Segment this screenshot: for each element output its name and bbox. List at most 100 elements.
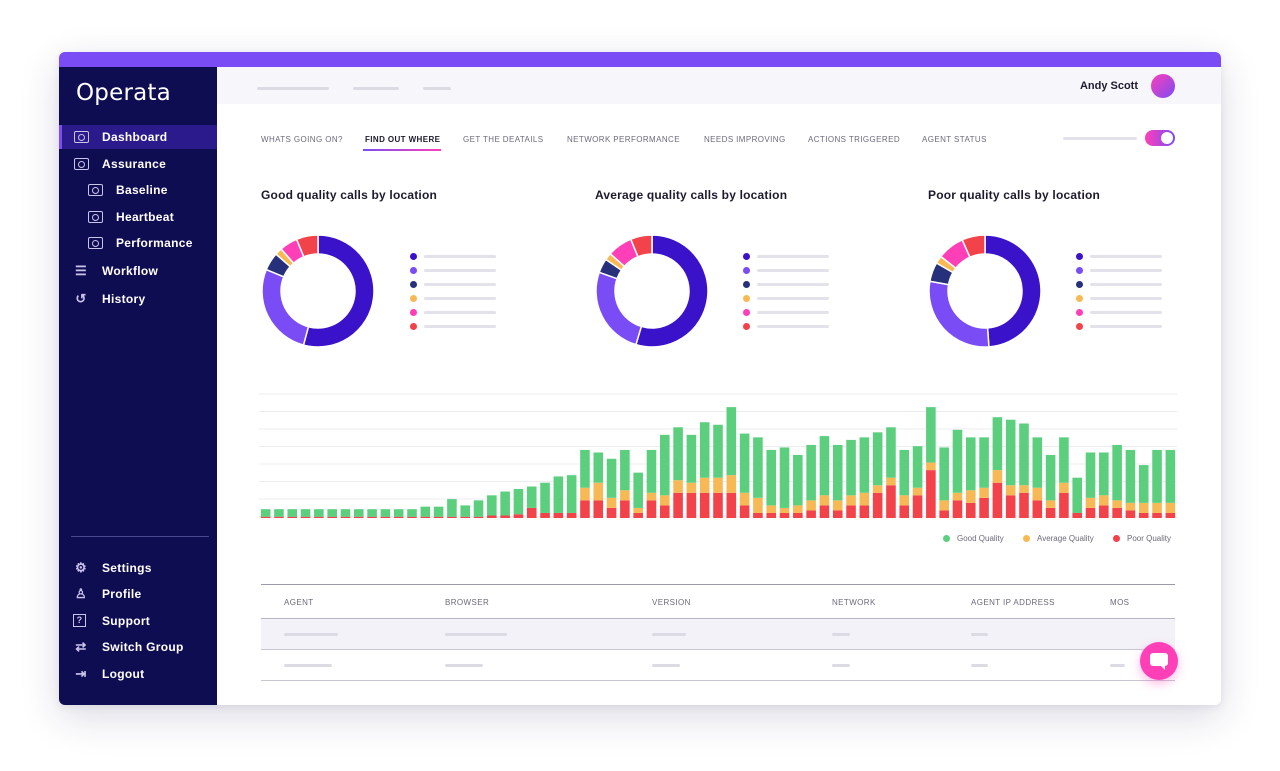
bar-segment-good[interactable] xyxy=(992,417,1003,471)
bar-segment-poor[interactable] xyxy=(620,500,630,518)
bar-segment-poor[interactable] xyxy=(353,516,364,518)
bar-segment-good[interactable] xyxy=(473,500,484,517)
bar-segment-poor[interactable] xyxy=(979,497,989,518)
bar-segment-poor[interactable] xyxy=(779,512,790,518)
bar-segment-average[interactable] xyxy=(713,477,723,493)
bar-segment-poor[interactable] xyxy=(766,512,777,518)
donut-slice[interactable] xyxy=(595,271,643,346)
legend-item[interactable] xyxy=(743,250,833,264)
sidebar-item-performance[interactable]: Performance xyxy=(59,231,217,255)
legend-item[interactable] xyxy=(743,292,833,306)
bar-segment-average[interactable] xyxy=(580,487,590,501)
bar-segment-good[interactable] xyxy=(766,449,777,506)
column-header-agent-ip[interactable]: AGENT IP ADDRESS xyxy=(971,598,1055,607)
legend-item[interactable] xyxy=(1076,320,1166,334)
tab-find-out-where[interactable]: FIND OUT WHERE xyxy=(365,135,441,144)
legend-item[interactable] xyxy=(1076,278,1166,292)
bar-segment-poor[interactable] xyxy=(367,516,377,518)
bar-segment-poor[interactable] xyxy=(500,515,510,518)
sidebar-item-dashboard[interactable]: Dashboard xyxy=(59,125,217,149)
sidebar-item-settings[interactable]: ⚙ Settings xyxy=(59,556,217,580)
bar-segment-average[interactable] xyxy=(1112,500,1122,508)
legend-item[interactable] xyxy=(1076,292,1166,306)
bar-segment-average[interactable] xyxy=(952,492,963,501)
bar-segment-poor[interactable] xyxy=(726,492,737,518)
sidebar-item-logout[interactable]: ⇥ Logout xyxy=(59,662,217,686)
bar-segment-good[interactable] xyxy=(447,499,457,517)
bar-segment-good[interactable] xyxy=(1059,437,1069,483)
bar-segment-average[interactable] xyxy=(726,475,737,493)
donut-slice[interactable] xyxy=(961,234,986,259)
bar-segment-average[interactable] xyxy=(593,482,604,501)
bar-segment-poor[interactable] xyxy=(1045,507,1056,518)
bar-segment-average[interactable] xyxy=(766,505,777,513)
bar-segment-average[interactable] xyxy=(1099,495,1109,506)
bar-segment-poor[interactable] xyxy=(872,492,883,518)
bar-segment-good[interactable] xyxy=(952,429,963,493)
bar-segment-poor[interactable] xyxy=(659,505,670,518)
bar-segment-average[interactable] xyxy=(606,497,617,508)
column-header-browser[interactable]: BROWSER xyxy=(445,598,490,607)
bar-segment-good[interactable] xyxy=(420,506,431,517)
bar-segment-poor[interactable] xyxy=(553,512,564,518)
bar-segment-good[interactable] xyxy=(686,434,697,483)
bar-segment-poor[interactable] xyxy=(327,516,337,518)
bar-segment-good[interactable] xyxy=(926,407,936,463)
bar-segment-average[interactable] xyxy=(620,490,630,501)
column-header-network[interactable]: NETWORK xyxy=(832,598,876,607)
bar-segment-good[interactable] xyxy=(553,476,564,513)
legend-item[interactable] xyxy=(410,278,500,292)
donut-slice[interactable] xyxy=(302,234,375,348)
column-header-agent[interactable]: AGENT xyxy=(284,598,314,607)
bar-segment-poor[interactable] xyxy=(580,500,590,518)
bar-segment-average[interactable] xyxy=(699,477,710,493)
legend-item[interactable] xyxy=(1076,250,1166,264)
legend-item[interactable] xyxy=(1076,264,1166,278)
legend-item[interactable] xyxy=(1076,306,1166,320)
bar-segment-poor[interactable] xyxy=(806,510,816,518)
bar-segment-good[interactable] xyxy=(380,509,391,517)
bar-segment-poor[interactable] xyxy=(1138,512,1149,518)
bar-segment-average[interactable] xyxy=(1005,485,1016,496)
bar-segment-poor[interactable] xyxy=(1019,492,1029,518)
bar-segment-good[interactable] xyxy=(965,437,976,491)
bar-segment-good[interactable] xyxy=(912,446,923,488)
bar-segment-average[interactable] xyxy=(779,507,790,513)
bar-segment-average[interactable] xyxy=(1085,497,1096,508)
tab-whats-going-on[interactable]: WHATS GOING ON? xyxy=(261,135,343,144)
bar-segment-good[interactable] xyxy=(593,452,604,483)
bar-segment-good[interactable] xyxy=(1045,455,1056,501)
bar-segment-average[interactable] xyxy=(753,497,763,513)
bar-segment-poor[interactable] xyxy=(1152,512,1162,518)
donut-slice[interactable] xyxy=(634,234,709,348)
bar-segment-average[interactable] xyxy=(832,500,843,511)
bar-segment-poor[interactable] xyxy=(274,516,284,518)
bar-segment-poor[interactable] xyxy=(846,505,856,518)
sidebar-item-heartbeat[interactable]: Heartbeat xyxy=(59,205,217,229)
bar-segment-good[interactable] xyxy=(1032,437,1043,488)
bar-segment-poor[interactable] xyxy=(260,516,271,518)
bar-segment-poor[interactable] xyxy=(300,516,311,518)
bar-segment-poor[interactable] xyxy=(1005,495,1016,518)
bar-segment-good[interactable] xyxy=(659,434,670,496)
user-name[interactable]: Andy Scott xyxy=(1079,80,1138,92)
sidebar-item-baseline[interactable]: Baseline xyxy=(59,178,217,202)
bar-segment-good[interactable] xyxy=(353,509,364,517)
bar-segment-poor[interactable] xyxy=(926,470,936,518)
bar-segment-good[interactable] xyxy=(274,509,284,517)
bar-segment-average[interactable] xyxy=(1059,482,1069,493)
tab-network-performance[interactable]: NETWORK PERFORMANCE xyxy=(567,135,680,144)
bar-segment-good[interactable] xyxy=(899,449,910,496)
bar-segment-poor[interactable] xyxy=(673,492,683,518)
bar-segment-good[interactable] xyxy=(566,475,577,513)
bar-segment-poor[interactable] xyxy=(420,516,431,518)
bar-segment-poor[interactable] xyxy=(646,500,657,518)
bar-segment-good[interactable] xyxy=(487,495,497,516)
tab-get-the-details[interactable]: GET THE DEATAILS xyxy=(463,135,544,144)
poor-quality-donut[interactable] xyxy=(928,234,1042,348)
bar-segment-poor[interactable] xyxy=(407,516,417,518)
bar-segment-poor[interactable] xyxy=(460,516,471,518)
bar-segment-good[interactable] xyxy=(859,437,870,493)
bar-segment-poor[interactable] xyxy=(606,507,617,518)
legend-item[interactable] xyxy=(410,250,500,264)
